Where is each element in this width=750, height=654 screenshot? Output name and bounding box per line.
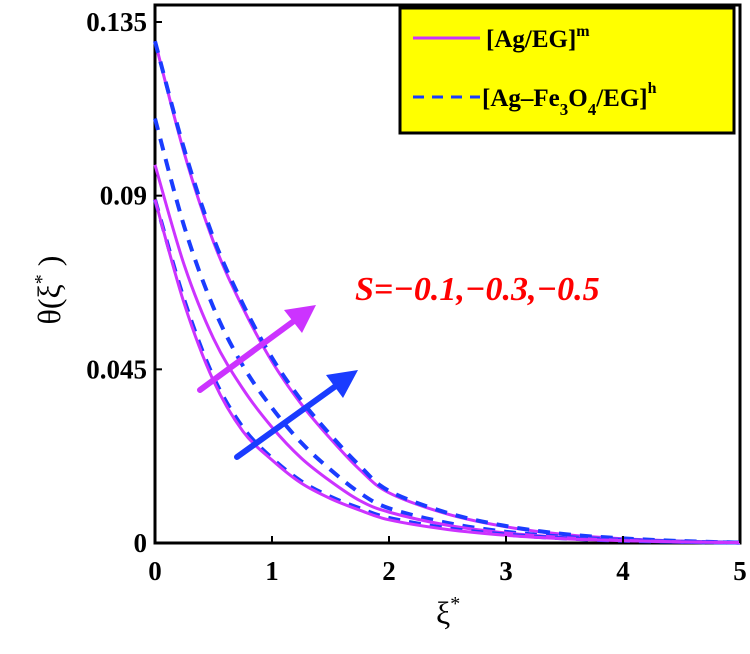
ticks-layer: 0 1 2 3 4 5 0 0.045 0.09 0.135 [86,7,747,586]
parameter-annotation: S=−0.1,−0.3,−0.5 [355,271,600,308]
series-line-2 [153,40,741,545]
magenta-arrow [197,305,316,393]
x-tick-label: 1 [265,556,279,586]
y-tick-label: 0.045 [86,354,147,384]
y-tick-label: 0.135 [86,7,147,37]
legend: [Ag/EG]m [Ag–Fe3O4/EG]h [398,6,736,135]
x-tick-label: 4 [616,556,630,586]
y-axis-label: θ(ξ* ) [31,256,67,325]
legend-item-2: [Ag–Fe3O4/EG]h [482,80,657,119]
legend-item-1: [Ag/EG]m [486,23,590,53]
x-tick-label: 0 [148,556,162,586]
x-axis-label: ξ* [436,593,460,631]
x-tick-label: 5 [733,556,747,586]
x-tick-label: 2 [382,556,396,586]
y-tick-label: 0.09 [100,181,147,211]
x-tick-label: 3 [499,556,513,586]
blue-arrow [234,370,358,460]
y-tick-label: 0 [134,528,148,558]
